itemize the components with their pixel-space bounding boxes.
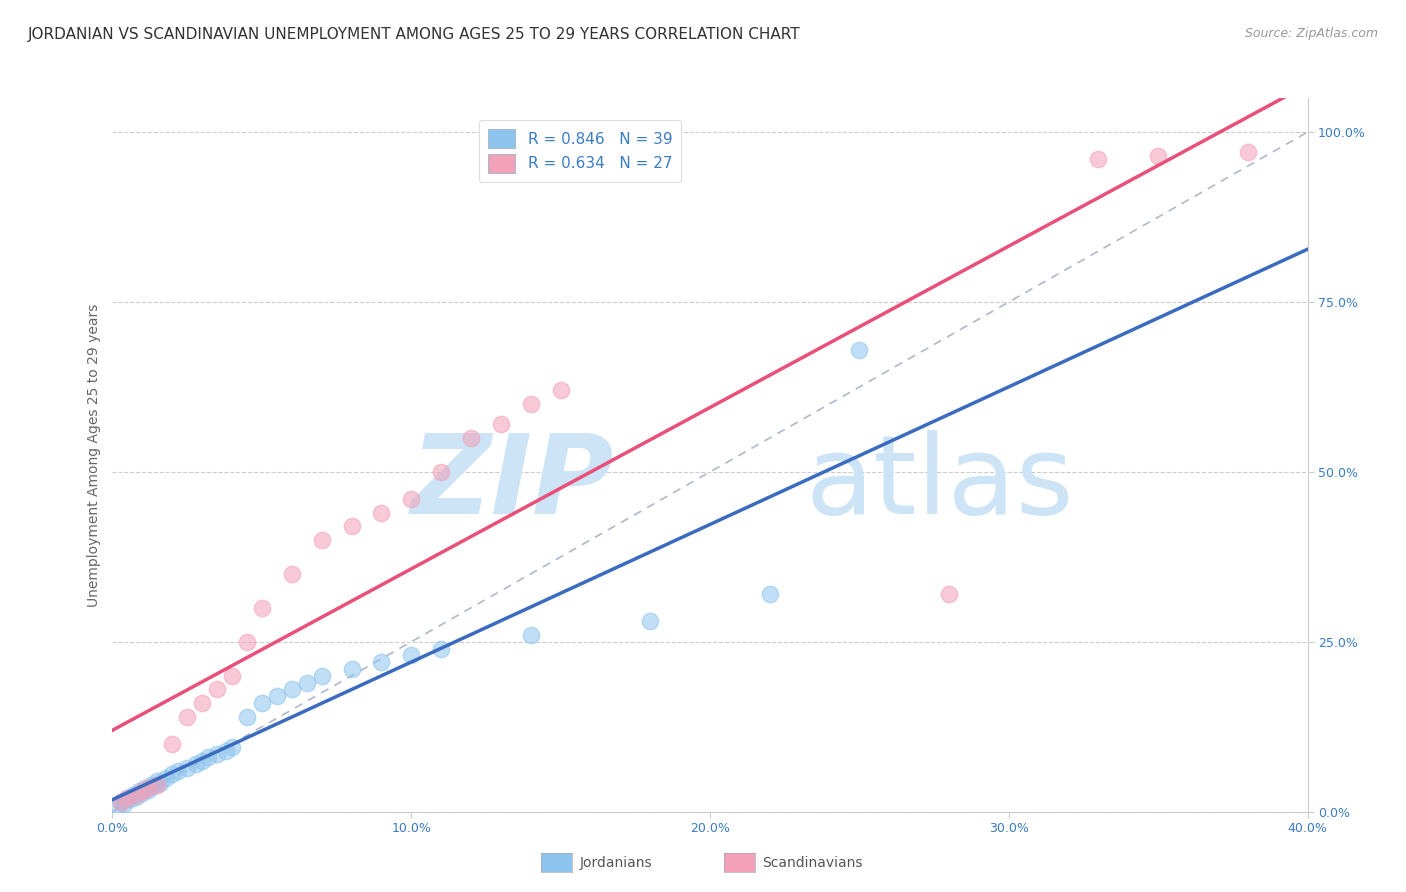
Text: Scandinavians: Scandinavians xyxy=(762,856,862,871)
Point xyxy=(110,795,132,809)
Point xyxy=(146,774,169,789)
Point xyxy=(191,754,214,768)
Point xyxy=(311,669,333,683)
Point xyxy=(117,791,139,805)
Y-axis label: Unemployment Among Ages 25 to 29 years: Unemployment Among Ages 25 to 29 years xyxy=(87,303,101,607)
Text: Source: ZipAtlas.com: Source: ZipAtlas.com xyxy=(1244,27,1378,40)
Point xyxy=(141,778,163,792)
Point xyxy=(520,628,543,642)
Point xyxy=(221,669,243,683)
Point xyxy=(162,767,183,781)
Point xyxy=(138,783,160,797)
Text: atlas: atlas xyxy=(806,430,1074,537)
Point xyxy=(520,397,543,411)
Point xyxy=(162,737,183,751)
Point xyxy=(138,780,160,795)
Point xyxy=(155,771,177,785)
Point xyxy=(125,789,148,804)
Point xyxy=(236,709,259,723)
Point xyxy=(205,682,228,697)
Point xyxy=(938,587,960,601)
Point xyxy=(430,641,453,656)
Point xyxy=(122,788,145,802)
Point xyxy=(221,740,243,755)
Point xyxy=(107,797,129,812)
Point xyxy=(370,655,392,669)
Point xyxy=(167,764,190,778)
Point xyxy=(149,776,172,790)
Point xyxy=(401,492,423,507)
Point xyxy=(340,519,363,533)
Text: JORDANIAN VS SCANDINAVIAN UNEMPLOYMENT AMONG AGES 25 TO 29 YEARS CORRELATION CHA: JORDANIAN VS SCANDINAVIAN UNEMPLOYMENT A… xyxy=(28,27,801,42)
Point xyxy=(848,343,870,357)
Point xyxy=(176,760,198,774)
Point xyxy=(197,750,219,764)
Point xyxy=(460,431,482,445)
Point xyxy=(281,566,304,581)
Legend: R = 0.846   N = 39, R = 0.634   N = 27: R = 0.846 N = 39, R = 0.634 N = 27 xyxy=(478,120,682,182)
Point xyxy=(128,784,150,798)
Point xyxy=(186,757,208,772)
Point xyxy=(120,792,142,806)
Point xyxy=(117,791,139,805)
Point xyxy=(250,600,273,615)
Point xyxy=(401,648,423,663)
Point xyxy=(430,465,453,479)
Point xyxy=(176,709,198,723)
Point xyxy=(191,696,214,710)
Point xyxy=(110,795,132,809)
Point xyxy=(489,417,512,432)
Point xyxy=(266,689,288,703)
Point xyxy=(550,384,572,398)
Point xyxy=(1147,149,1170,163)
Point xyxy=(205,747,228,761)
Point xyxy=(1087,153,1109,167)
Point xyxy=(131,784,153,798)
Text: Jordanians: Jordanians xyxy=(579,856,652,871)
Point xyxy=(638,615,662,629)
Point xyxy=(340,662,363,676)
Point xyxy=(125,788,148,802)
Point xyxy=(236,635,259,649)
Point xyxy=(311,533,333,547)
Point xyxy=(250,696,273,710)
Point xyxy=(134,780,156,795)
Point xyxy=(215,743,238,757)
Point xyxy=(370,506,392,520)
Point xyxy=(114,797,135,811)
Point xyxy=(295,675,318,690)
Point xyxy=(281,682,304,697)
Point xyxy=(131,786,153,800)
Point xyxy=(146,778,169,792)
Point xyxy=(759,587,782,601)
Text: ZIP: ZIP xyxy=(411,430,614,537)
Point xyxy=(1237,145,1260,160)
Point xyxy=(143,779,166,793)
